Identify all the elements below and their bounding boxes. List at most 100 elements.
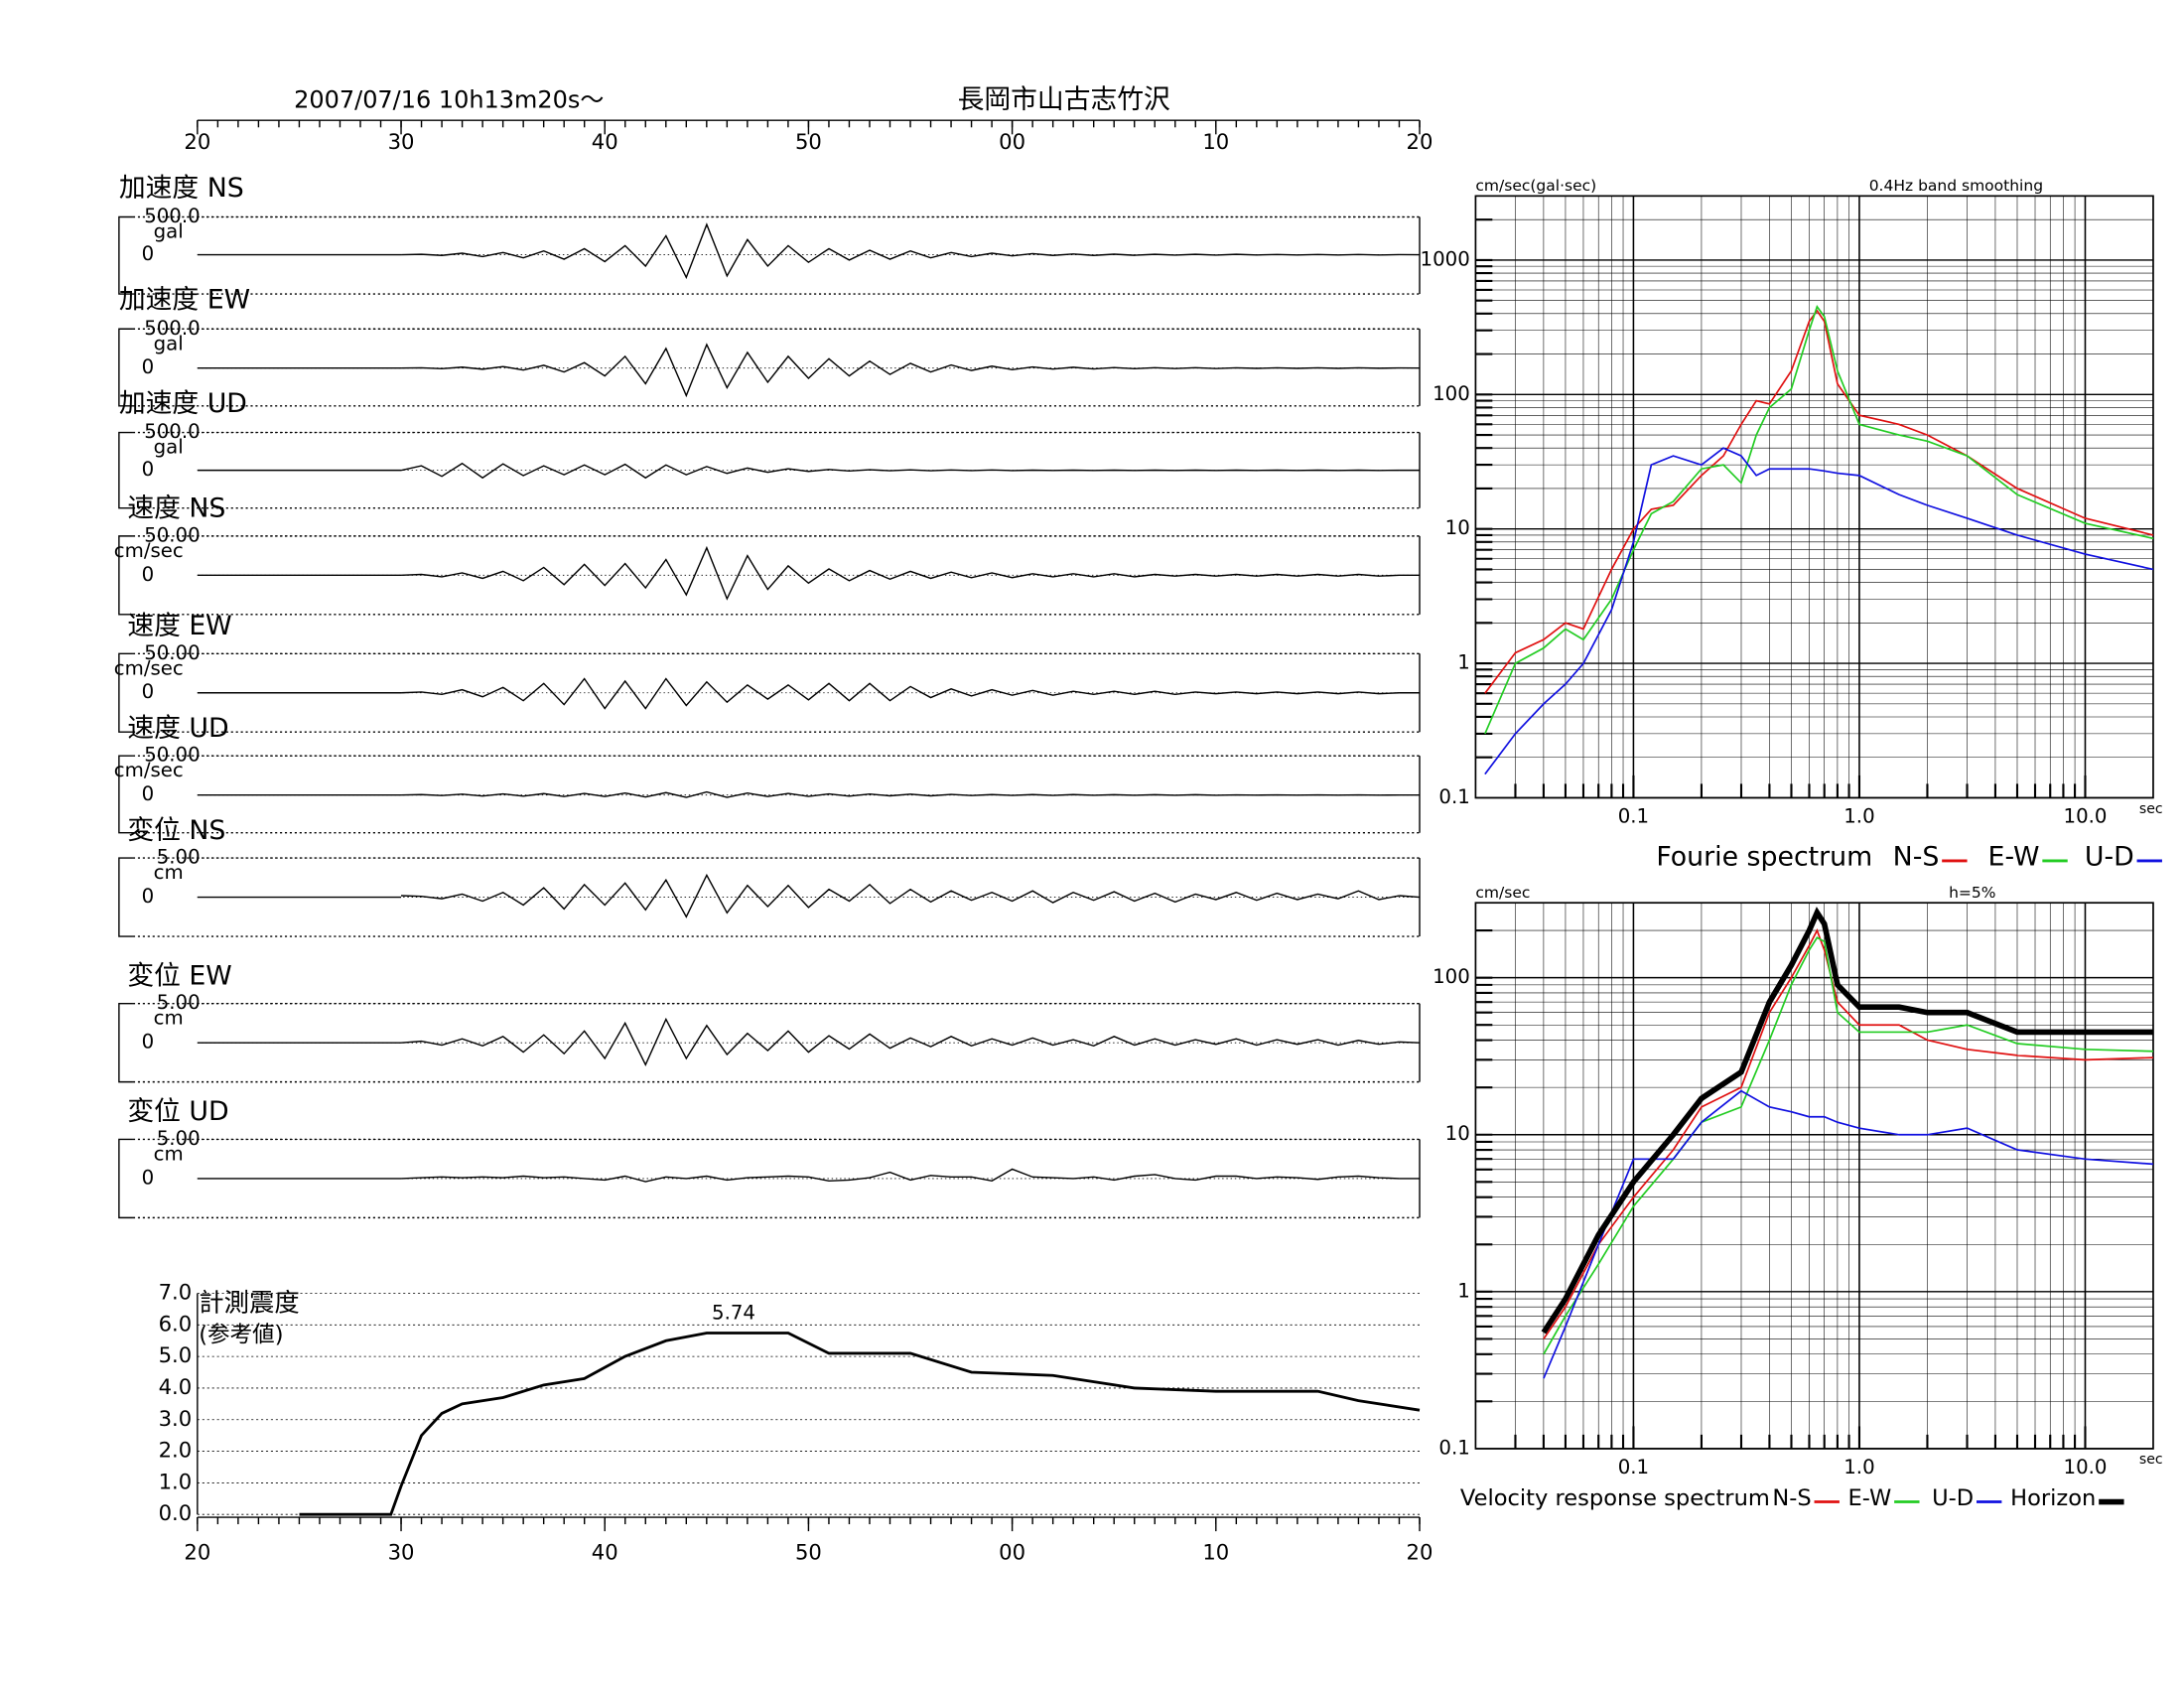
subtitle: h=5% [1949, 884, 1995, 902]
x-tick-label: 40 [592, 129, 618, 154]
waveform-trace [400, 1017, 1400, 1066]
waveform-trace [401, 1168, 1400, 1183]
waveform-trace [401, 343, 1400, 398]
unit-label: cm [154, 1142, 184, 1165]
y-tick-label: 1.0 [159, 1469, 193, 1493]
y-tick-label: 3.0 [159, 1406, 193, 1431]
chart-title: Fourie spectrum [1656, 842, 1872, 873]
y-tick-label: 1000 [1421, 247, 1470, 270]
subtitle: 0.4Hz band smoothing [1869, 177, 2043, 195]
y-tick-label: 5.00 [157, 1127, 201, 1150]
panel-title: 加速度 NS [119, 173, 244, 204]
x-tick-label: 00 [999, 129, 1025, 154]
plot-frame [1474, 195, 2154, 799]
y-tick-label: 0 [142, 242, 155, 265]
y-tick-label: 2.0 [159, 1438, 193, 1463]
legend-label: Horizon [2010, 1485, 2096, 1511]
y-tick-label: 1 [1457, 651, 1470, 674]
spectrum-line [1484, 305, 2154, 735]
panel-frame [118, 1002, 133, 1083]
panel-title: 加速度 UD [119, 388, 247, 419]
y-tick-label: 50.00 [144, 744, 200, 767]
waveform-trace [400, 462, 1400, 480]
x-tick-label: 10.0 [2064, 805, 2108, 828]
x-tick-label: 50 [795, 1540, 822, 1565]
spectrum-line [1543, 936, 2153, 1355]
y-tick-label: 5.0 [159, 1342, 193, 1367]
x-tick-label: 00 [999, 1540, 1025, 1565]
unit-label: gal [154, 436, 184, 459]
panel-title: 速度 EW [127, 611, 231, 641]
y-tick-label: 0 [142, 355, 155, 378]
post-event-trace [1399, 895, 1421, 899]
x-tick-label: 30 [388, 129, 415, 154]
y-tick-label: 500.0 [144, 317, 200, 340]
x-tick-label: 30 [388, 1540, 415, 1565]
unit-label: cm/sec [114, 759, 184, 781]
waveform-trace [401, 873, 1400, 918]
legend-label: E-W [1848, 1485, 1892, 1511]
y-tick-label: 0 [142, 458, 155, 481]
panel-title: 変位 NS [127, 815, 225, 846]
x-tick-label: 20 [1407, 1540, 1433, 1565]
spectrum-line [1484, 447, 2154, 775]
panel-title: 変位 EW [127, 960, 231, 991]
y-tick-label: 5.00 [157, 991, 201, 1014]
legend-label: U-D [1932, 1485, 1974, 1511]
y-tick-label: 0 [142, 1166, 155, 1189]
panel-frame [118, 652, 133, 733]
legend-label: N-S [1893, 842, 1940, 873]
y-tick-label: 50.00 [144, 523, 200, 546]
post-event-trace [1399, 1041, 1421, 1044]
x-tick-label: 10.0 [2064, 1456, 2108, 1478]
waveform-trace [401, 545, 1400, 601]
x-tick-label: 40 [592, 1540, 618, 1565]
y-tick-label: 0.1 [1438, 785, 1469, 808]
y-tick-label: 1 [1457, 1279, 1470, 1302]
legend-label: E-W [1988, 842, 2040, 873]
waveform-trace [401, 222, 1400, 280]
chart-title: Velocity response spectrum [1460, 1485, 1770, 1511]
x-tick-label: 10 [1202, 129, 1229, 154]
unit-label: cm [154, 1007, 184, 1030]
x-tick-label: 20 [1407, 129, 1433, 154]
panel-title: 速度 UD [127, 713, 228, 744]
y-tick-label: 0 [142, 782, 155, 805]
unit-label: gal [154, 332, 184, 354]
y-tick-label: 10 [1445, 516, 1470, 539]
x-tick-label: 10 [1202, 1540, 1229, 1565]
intensity-line [299, 1332, 1421, 1516]
y-tick-label: 500.0 [144, 205, 200, 227]
spectrum-line [1543, 928, 2154, 1339]
x-tick-label: 0.1 [1618, 1456, 1649, 1478]
legend-label: N-S [1772, 1485, 1811, 1511]
peak-label: 5.74 [712, 1301, 755, 1324]
unit-label: cm/sec [114, 656, 184, 679]
y-tick-label: 6.0 [159, 1311, 193, 1336]
y-tick-label: 0 [142, 563, 155, 586]
y-tick-label: 0.1 [1438, 1436, 1469, 1459]
waveform-trace [401, 677, 1400, 710]
y-axis-label: cm/sec(gal·sec) [1475, 177, 1596, 195]
panel-frame [118, 328, 133, 407]
x-axis-label: sec [2139, 801, 2163, 817]
panel-title: 変位 UD [127, 1096, 228, 1127]
unit-label: cm/sec [114, 539, 184, 562]
y-tick-label: 100 [1433, 965, 1470, 988]
y-tick-label: 4.0 [159, 1374, 193, 1399]
y-tick-label: 0 [142, 1031, 155, 1054]
y-tick-label: 7.0 [159, 1279, 193, 1304]
x-axis-label: sec [2139, 1452, 2163, 1468]
y-tick-label: 0 [142, 680, 155, 703]
legend-label: U-D [2085, 842, 2134, 873]
panel-frame [118, 215, 133, 295]
y-tick-label: 100 [1433, 382, 1470, 405]
x-tick-label: 0.1 [1618, 805, 1649, 828]
x-tick-label: 1.0 [1843, 805, 1874, 828]
y-tick-label: 5.00 [157, 846, 201, 869]
x-tick-label: 50 [795, 129, 822, 154]
record-date: 2007/07/16 10h13m20s～ [294, 85, 604, 113]
intensity-title: (参考値) [199, 1322, 283, 1347]
